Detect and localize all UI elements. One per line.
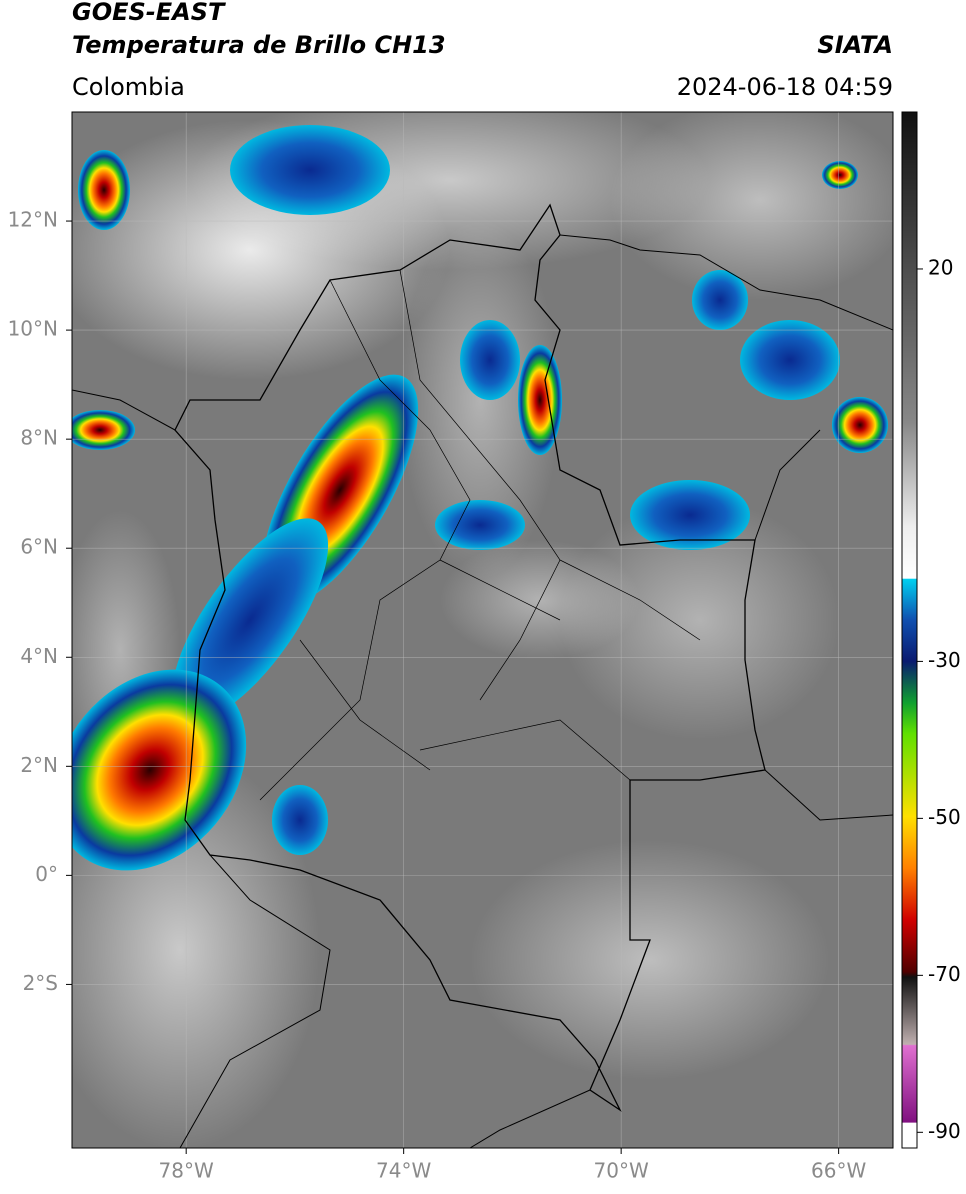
y-tick-label: 8°N — [20, 426, 58, 450]
map-frame — [71, 111, 894, 1149]
colorbar — [901, 111, 918, 1149]
department-borders — [259, 269, 701, 801]
x-tick-label: 74°W — [376, 1159, 431, 1183]
colorbar-tick-label: -90 — [928, 1119, 961, 1143]
x-tick-label: 70°W — [594, 1159, 649, 1183]
region: Colombia — [72, 73, 185, 101]
x-tick-label: 66°W — [811, 1159, 866, 1183]
title: GOES-EAST — [72, 0, 226, 26]
neighbor-borders — [72, 234, 893, 1148]
y-tick-label: 0° — [35, 862, 58, 886]
colorbar-tick-label: -50 — [928, 805, 961, 829]
datetime: 2024-06-18 04:59 — [677, 73, 893, 101]
y-tick-label: 6°N — [20, 535, 58, 559]
colorbar-tick-label: -70 — [928, 962, 961, 986]
x-tick-label: 78°W — [159, 1159, 214, 1183]
colorbar-tick-label: 20 — [928, 255, 953, 279]
colorbar-tick-label: -30 — [928, 648, 961, 672]
satellite-image — [72, 112, 893, 1148]
source: SIATA — [817, 31, 893, 59]
subtitle: Temperatura de Brillo CH13 — [72, 31, 446, 59]
y-tick-label: 2°N — [20, 753, 58, 777]
y-tick-label: 4°N — [20, 644, 58, 668]
y-tick-label: 2°S — [23, 971, 58, 995]
y-tick-label: 10°N — [8, 317, 58, 341]
y-tick-label: 12°N — [8, 208, 58, 232]
country-border — [174, 203, 766, 1112]
